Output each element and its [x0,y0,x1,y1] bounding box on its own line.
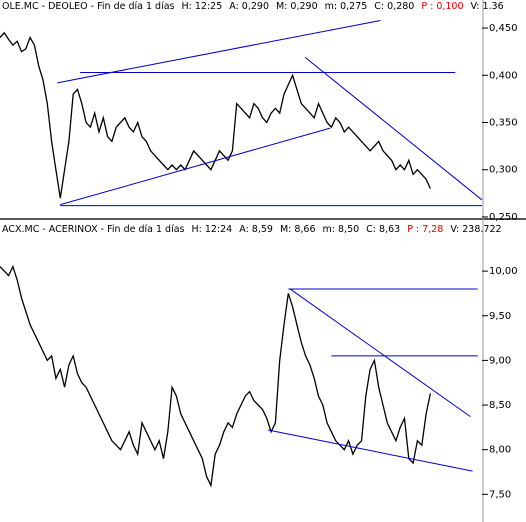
panel-header: ACX.MC - ACERINOX - Fin de día 1 días H: … [2,224,502,235]
header-field: ACX.MC - ACERINOX - Fin de día 1 días [2,224,185,235]
y-tick-label: 0,250 [489,212,518,223]
trend-line [289,288,471,418]
header-field: OLE.MC - DEOLEO - Fin de día 1 días [2,1,175,12]
y-tick-label: 8,50 [489,400,511,411]
trend-line [60,127,331,206]
y-tick-label: 0,300 [489,165,518,176]
header-field: H: 12:24 [191,224,232,235]
header-field: M: 8,66 [280,224,316,235]
y-tick-label: 7,50 [489,489,511,500]
header-field: V: 1.36 [471,1,504,12]
header-field: m: 0,275 [325,1,368,12]
header-field: V: 238.722 [450,224,501,235]
y-tick-label: 9,50 [489,311,511,322]
trend-line [304,56,483,201]
y-tick-label: 0,400 [489,70,518,81]
panel-header: OLE.MC - DEOLEO - Fin de día 1 días H: 12… [2,1,504,12]
header-field: M: 0,290 [276,1,318,12]
y-tick-label: 8,00 [489,445,511,456]
y-tick-label: 0,350 [489,118,518,129]
header-field: A: 0,290 [229,1,269,12]
price-line [0,264,432,488]
header-field: P : 7,28 [407,224,443,235]
header-field: A: 8,59 [239,224,273,235]
y-tick-label: 10,00 [489,266,518,277]
y-tick-label: 0,450 [489,23,518,34]
header-field: m: 8,50 [323,224,360,235]
header-field: H: 12:25 [182,1,223,12]
header-field: C: 8,63 [366,224,400,235]
y-tick-label: 9,00 [489,355,511,366]
trend-line [268,429,473,472]
header-field: P : 0,100 [421,1,463,12]
header-field: C: 0,280 [374,1,414,12]
